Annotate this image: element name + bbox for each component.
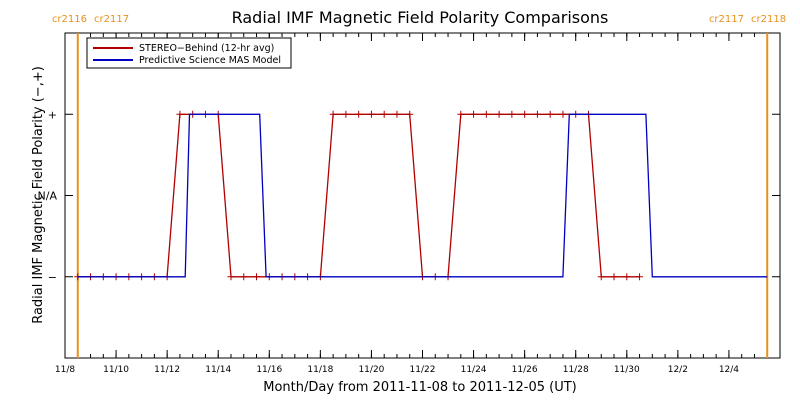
data-point [521, 110, 529, 118]
x-tick-label: 11/30 [614, 365, 640, 375]
data-point [457, 110, 465, 118]
data-point [406, 110, 414, 118]
x-tick-label: 11/8 [55, 365, 75, 375]
x-axis-label: Month/Day from 2011-11-08 to 2011-12-05 … [263, 380, 576, 395]
data-point [176, 110, 184, 118]
data-point [342, 110, 350, 118]
data-point [559, 110, 567, 118]
carrington-label-2-right: cr2118 [751, 14, 786, 25]
data-point [253, 273, 261, 281]
legend-box [86, 37, 292, 69]
series-line-mas [77, 113, 768, 278]
x-tick-label: 12/2 [668, 365, 688, 375]
data-point [636, 273, 644, 281]
legend-label-stereo: STEREO−Behind (12-hr avg) [139, 43, 274, 54]
x-tick-label: 11/10 [103, 365, 129, 375]
carrington-markers [76, 33, 769, 358]
plot-frame [64, 32, 781, 359]
carrington-label-2-left: cr2117 [709, 14, 744, 25]
x-tick-label: 12/4 [719, 365, 739, 375]
data-point [329, 110, 337, 118]
y-tick-label: − [48, 271, 57, 284]
series-lines [74, 110, 768, 281]
x-tick-label: 11/14 [205, 365, 231, 375]
carrington-label-1-left: cr2116 [52, 14, 87, 25]
series-line-stereo [77, 113, 640, 278]
chart-title: Radial IMF Magnetic Field Polarity Compa… [232, 8, 609, 27]
data-point [623, 273, 631, 281]
data-point [508, 110, 516, 118]
x-tick-label: 11/18 [307, 365, 333, 375]
data-point [610, 273, 618, 281]
x-tick-label: 11/22 [410, 365, 436, 375]
carrington-label-1-right: cr2117 [94, 14, 129, 25]
x-tick-label: 11/16 [256, 365, 282, 375]
data-point [470, 110, 478, 118]
y-axis-label: Radial IMF Magnetic Field Polarity (−,+) [31, 66, 46, 324]
data-point [533, 110, 541, 118]
data-point [355, 110, 363, 118]
data-point [546, 110, 554, 118]
data-point [240, 273, 248, 281]
data-point [227, 273, 235, 281]
x-tick-label: 11/20 [358, 365, 384, 375]
x-tick-label: 11/12 [154, 365, 180, 375]
x-tick-label: 11/28 [563, 365, 589, 375]
x-tick-label: 11/24 [461, 365, 487, 375]
y-tick-label: N/A [38, 190, 58, 203]
data-point [367, 110, 375, 118]
data-point [380, 110, 388, 118]
data-point [482, 110, 490, 118]
axis-ticks: 11/8 11/10 11/12 11/14 11/16 11/18 11/20 11/22 1… [38, 33, 781, 375]
legend: STEREO−Behind (12-hr avg) Predictive Sci… [86, 37, 292, 69]
data-point [495, 110, 503, 118]
data-point [393, 110, 401, 118]
y-tick-label: + [48, 108, 57, 121]
data-point [597, 273, 605, 281]
legend-label-mas: Predictive Science MAS Model [139, 55, 281, 66]
x-tick-label: 11/26 [512, 365, 538, 375]
